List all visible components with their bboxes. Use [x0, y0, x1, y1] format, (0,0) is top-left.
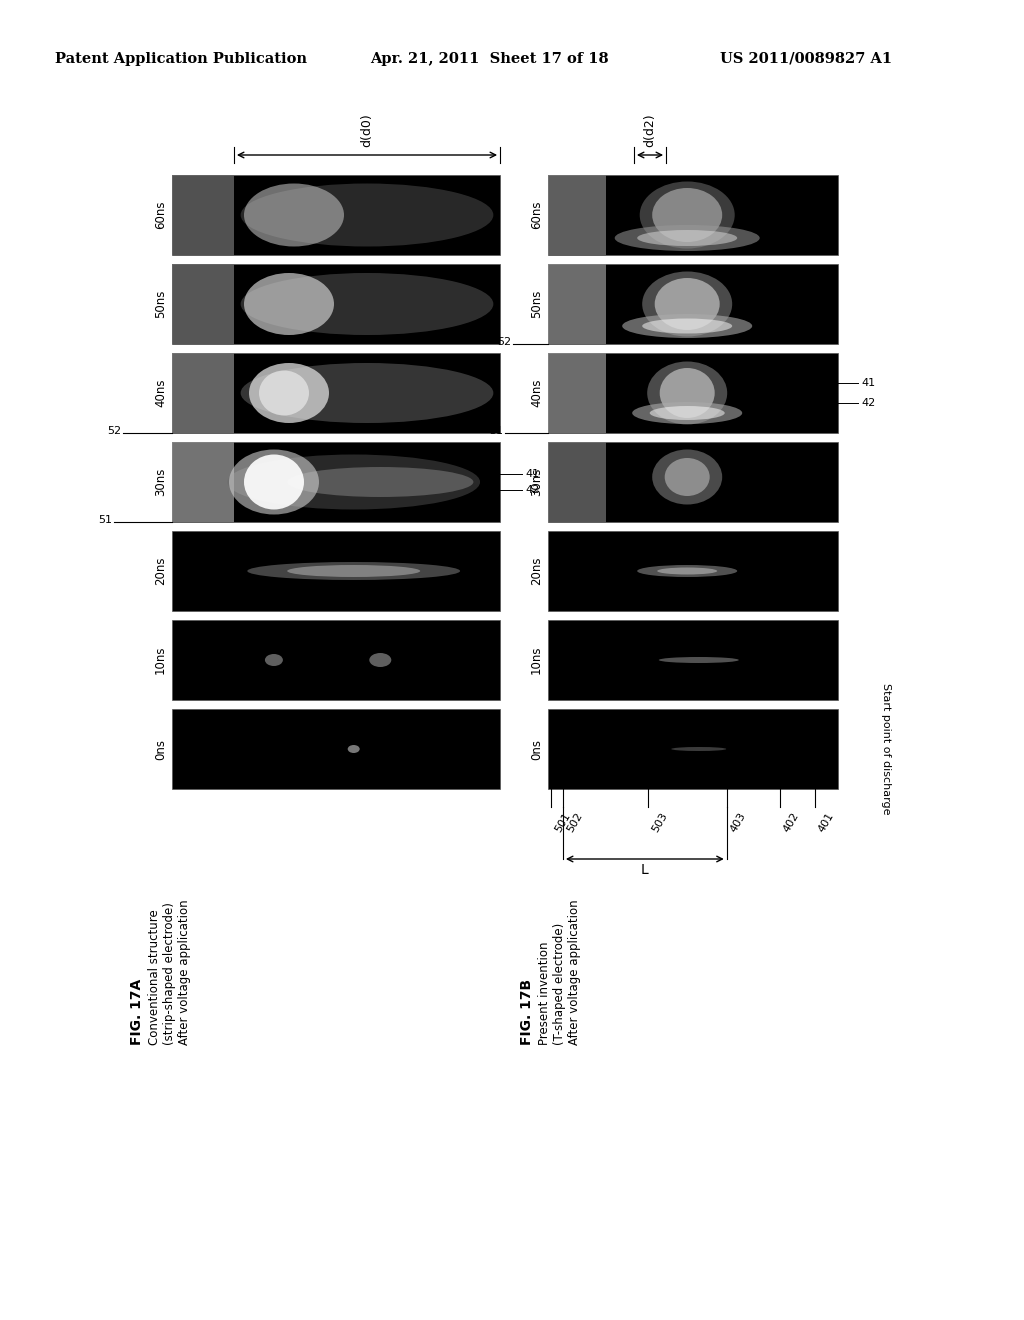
Bar [172, 352, 234, 433]
Ellipse shape [227, 454, 480, 510]
Text: Apr. 21, 2011  Sheet 17 of 18: Apr. 21, 2011 Sheet 17 of 18 [370, 51, 608, 66]
Ellipse shape [659, 368, 715, 418]
Ellipse shape [241, 273, 494, 335]
Text: 10ns: 10ns [154, 645, 167, 675]
Text: 51: 51 [489, 426, 503, 436]
Ellipse shape [241, 183, 494, 247]
Ellipse shape [658, 657, 738, 663]
Text: 502: 502 [565, 810, 585, 834]
Text: 0ns: 0ns [530, 738, 543, 759]
Text: d(d0): d(d0) [360, 114, 374, 147]
Ellipse shape [642, 318, 732, 334]
Bar [172, 264, 234, 345]
Text: Patent Application Publication: Patent Application Publication [55, 51, 307, 66]
Text: 10ns: 10ns [530, 645, 543, 675]
Ellipse shape [244, 273, 334, 335]
Bar [172, 176, 500, 255]
Bar [548, 176, 606, 255]
Text: 42: 42 [861, 397, 876, 408]
Text: 20ns: 20ns [530, 557, 543, 585]
Text: 20ns: 20ns [154, 557, 167, 585]
Bar [548, 709, 838, 789]
Ellipse shape [632, 403, 742, 424]
Bar [172, 176, 234, 255]
Text: After voltage application: After voltage application [178, 899, 191, 1045]
Text: 41: 41 [525, 469, 539, 479]
Ellipse shape [229, 450, 319, 515]
Text: 50ns: 50ns [530, 290, 543, 318]
Ellipse shape [623, 314, 753, 338]
Text: L: L [641, 863, 648, 876]
Text: (T-shaped electrode): (T-shaped electrode) [553, 923, 566, 1045]
Bar [172, 442, 234, 521]
Bar [548, 352, 838, 433]
Text: Present invention: Present invention [538, 941, 551, 1045]
Text: 42: 42 [525, 484, 540, 495]
Text: 50ns: 50ns [154, 290, 167, 318]
Text: FIG. 17B: FIG. 17B [520, 979, 534, 1045]
Ellipse shape [652, 187, 722, 242]
Bar [548, 176, 838, 255]
Bar [548, 264, 606, 345]
Text: FIG. 17A: FIG. 17A [130, 978, 144, 1045]
Text: 51: 51 [98, 515, 112, 525]
Ellipse shape [348, 744, 359, 752]
Ellipse shape [642, 272, 732, 337]
Ellipse shape [649, 407, 725, 420]
Text: 401: 401 [817, 810, 836, 834]
Bar [548, 620, 838, 700]
Ellipse shape [244, 454, 304, 510]
Ellipse shape [244, 183, 344, 247]
Text: 52: 52 [497, 337, 511, 347]
Ellipse shape [370, 653, 391, 667]
Bar [548, 264, 838, 345]
Ellipse shape [637, 565, 737, 577]
Ellipse shape [287, 565, 420, 577]
Bar [172, 709, 500, 789]
Text: 40ns: 40ns [154, 379, 167, 408]
Text: 30ns: 30ns [154, 467, 167, 496]
Text: 60ns: 60ns [530, 201, 543, 230]
Text: 52: 52 [106, 426, 121, 436]
Ellipse shape [647, 362, 727, 425]
Text: 0ns: 0ns [154, 738, 167, 759]
Ellipse shape [654, 279, 720, 330]
Bar [548, 442, 606, 521]
Bar [548, 442, 838, 521]
Ellipse shape [657, 568, 717, 574]
Text: 40ns: 40ns [530, 379, 543, 408]
Text: 503: 503 [650, 810, 669, 834]
Ellipse shape [287, 467, 473, 498]
Ellipse shape [249, 363, 329, 422]
Text: 30ns: 30ns [530, 467, 543, 496]
Bar [172, 620, 500, 700]
Text: 41: 41 [861, 379, 876, 388]
Ellipse shape [652, 450, 722, 504]
Bar [172, 442, 500, 521]
Bar [172, 531, 500, 611]
Text: 402: 402 [782, 810, 802, 834]
Bar [548, 352, 606, 433]
Text: 501: 501 [553, 810, 572, 834]
Ellipse shape [265, 653, 283, 667]
Text: After voltage application: After voltage application [568, 899, 581, 1045]
Ellipse shape [672, 747, 726, 751]
Text: (strip-shaped electrode): (strip-shaped electrode) [163, 902, 176, 1045]
Ellipse shape [248, 562, 460, 579]
Text: Start point of discharge: Start point of discharge [881, 684, 891, 814]
Text: d(d2): d(d2) [643, 114, 656, 147]
Ellipse shape [241, 363, 494, 422]
Ellipse shape [259, 371, 309, 416]
Text: Conventional structure: Conventional structure [148, 909, 161, 1045]
Text: 60ns: 60ns [154, 201, 167, 230]
Bar [172, 352, 500, 433]
Ellipse shape [614, 224, 760, 251]
Ellipse shape [637, 230, 737, 246]
Bar [548, 531, 838, 611]
Text: US 2011/0089827 A1: US 2011/0089827 A1 [720, 51, 892, 66]
Ellipse shape [640, 181, 734, 248]
Text: 403: 403 [729, 810, 748, 834]
Bar [172, 264, 500, 345]
Ellipse shape [665, 458, 710, 496]
